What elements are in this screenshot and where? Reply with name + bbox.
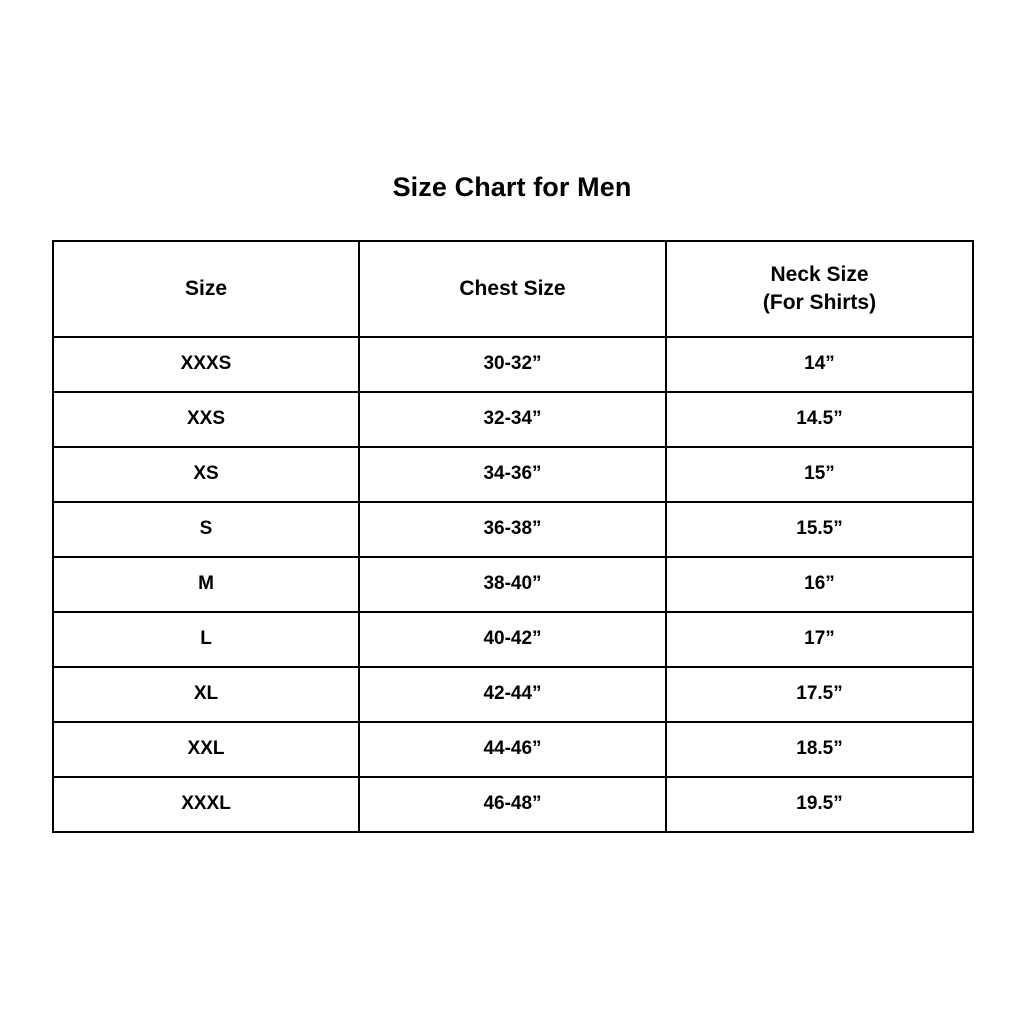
- cell-neck-size: 17”: [665, 611, 974, 668]
- cell-size: XXXL: [52, 776, 360, 833]
- size-chart-table: Size Chest Size Neck Size (For Shirts) X…: [52, 240, 974, 833]
- table-row: XL 42-44” 17.5”: [52, 666, 974, 723]
- cell-size: L: [52, 611, 360, 668]
- cell-size: XXXS: [52, 336, 360, 393]
- column-header-neck-size-line1: Neck Size: [770, 263, 869, 287]
- table-header: Size Chest Size Neck Size (For Shirts): [52, 240, 974, 338]
- cell-neck-size: 17.5”: [665, 666, 974, 723]
- column-header-chest-size: Chest Size: [358, 240, 667, 338]
- cell-size: XXS: [52, 391, 360, 448]
- cell-neck-size: 19.5”: [665, 776, 974, 833]
- cell-chest-size: 34-36”: [358, 446, 667, 503]
- table-row: XXL 44-46” 18.5”: [52, 721, 974, 778]
- column-header-neck-size: Neck Size (For Shirts): [665, 240, 974, 338]
- cell-neck-size: 14.5”: [665, 391, 974, 448]
- page-title: Size Chart for Men: [392, 172, 632, 202]
- cell-size: XS: [52, 446, 360, 503]
- cell-chest-size: 44-46”: [358, 721, 667, 778]
- table-row: XXXL 46-48” 19.5”: [52, 776, 974, 833]
- cell-neck-size: 15.5”: [665, 501, 974, 558]
- table-row: XS 34-36” 15”: [52, 446, 974, 503]
- table-body: XXXS 30-32” 14” XXS 32-34” 14.5” XS 34-36” 15” S 3…: [52, 336, 974, 833]
- cell-chest-size: 42-44”: [358, 666, 667, 723]
- cell-chest-size: 40-42”: [358, 611, 667, 668]
- size-chart-table-container: Size Chest Size Neck Size (For Shirts) X…: [52, 240, 974, 833]
- table-row: L 40-42” 17”: [52, 611, 974, 668]
- cell-chest-size: 38-40”: [358, 556, 667, 613]
- cell-chest-size: 30-32”: [358, 336, 667, 393]
- column-header-size: Size: [52, 240, 360, 338]
- cell-neck-size: 18.5”: [665, 721, 974, 778]
- cell-neck-size: 14”: [665, 336, 974, 393]
- table-row: XXXS 30-32” 14”: [52, 336, 974, 393]
- cell-size: S: [52, 501, 360, 558]
- cell-neck-size: 16”: [665, 556, 974, 613]
- column-header-neck-size-line2: (For Shirts): [762, 291, 877, 314]
- table-row: XXS 32-34” 14.5”: [52, 391, 974, 448]
- cell-chest-size: 32-34”: [358, 391, 667, 448]
- cell-chest-size: 46-48”: [358, 776, 667, 833]
- cell-size: XL: [52, 666, 360, 723]
- table-row: M 38-40” 16”: [52, 556, 974, 613]
- table-row: S 36-38” 15.5”: [52, 501, 974, 558]
- table-header-row: Size Chest Size Neck Size (For Shirts): [52, 240, 974, 338]
- cell-neck-size: 15”: [665, 446, 974, 503]
- cell-chest-size: 36-38”: [358, 501, 667, 558]
- cell-size: XXL: [52, 721, 360, 778]
- cell-size: M: [52, 556, 360, 613]
